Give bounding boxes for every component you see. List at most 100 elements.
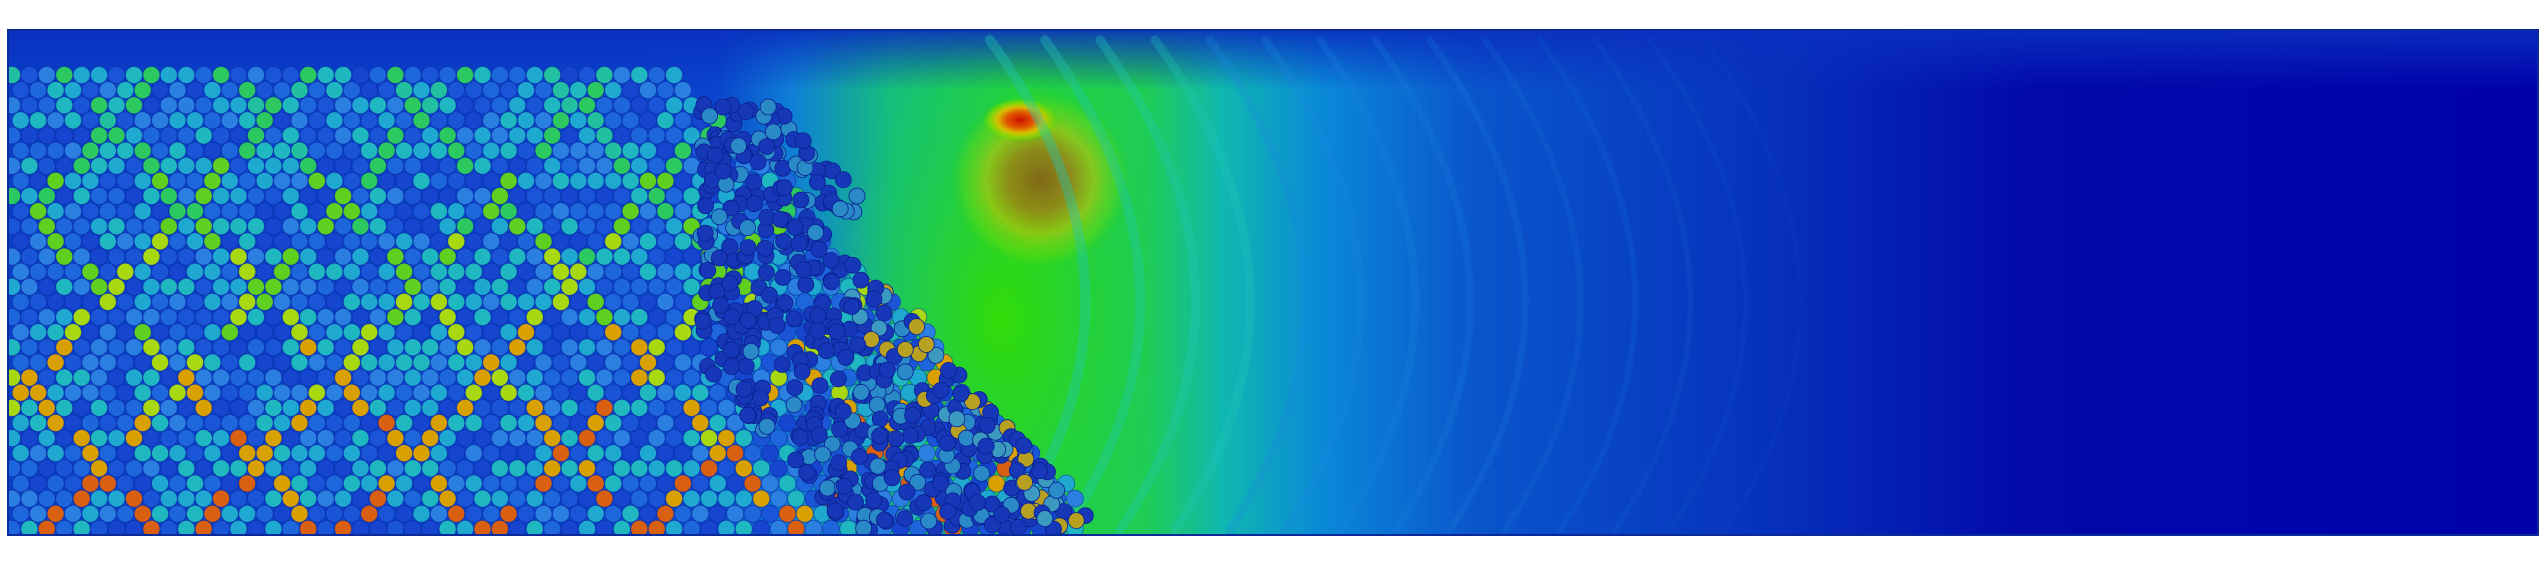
particle bbox=[107, 126, 126, 145]
particle bbox=[786, 219, 804, 236]
particle bbox=[712, 296, 729, 314]
particle bbox=[421, 368, 440, 387]
particle bbox=[499, 141, 518, 160]
particle bbox=[743, 474, 762, 493]
particle bbox=[898, 483, 916, 501]
particle bbox=[569, 504, 588, 523]
particle bbox=[508, 126, 527, 145]
particle bbox=[429, 323, 448, 342]
particle bbox=[403, 126, 422, 145]
particle bbox=[708, 414, 727, 432]
particle bbox=[46, 414, 65, 432]
particle bbox=[351, 338, 370, 357]
particle bbox=[238, 504, 257, 523]
particle bbox=[508, 459, 527, 478]
wave-arc bbox=[1592, 37, 1694, 533]
particle bbox=[107, 277, 126, 296]
particle bbox=[81, 353, 100, 372]
particle bbox=[125, 96, 143, 115]
particle bbox=[586, 353, 605, 372]
particle bbox=[517, 202, 535, 221]
particle bbox=[151, 111, 170, 130]
particle bbox=[604, 81, 623, 99]
particle bbox=[159, 217, 178, 236]
particle bbox=[940, 361, 957, 379]
particle bbox=[90, 520, 108, 535]
particle bbox=[255, 262, 274, 281]
particle bbox=[212, 247, 231, 266]
particle bbox=[186, 171, 204, 190]
particle bbox=[560, 187, 579, 205]
particle bbox=[98, 383, 117, 402]
particle bbox=[194, 308, 213, 327]
particle bbox=[656, 141, 675, 160]
particle bbox=[764, 123, 782, 141]
particle bbox=[46, 262, 65, 281]
particle bbox=[852, 271, 870, 289]
particle bbox=[737, 103, 755, 120]
particle bbox=[377, 81, 396, 99]
particle bbox=[20, 338, 39, 357]
particle bbox=[72, 520, 91, 535]
particle bbox=[81, 323, 100, 342]
particle bbox=[177, 96, 196, 115]
particle bbox=[613, 368, 631, 387]
particle bbox=[368, 277, 387, 296]
particle bbox=[203, 171, 222, 190]
particle bbox=[647, 338, 666, 357]
particle bbox=[578, 277, 596, 296]
particle bbox=[290, 353, 309, 372]
particle bbox=[674, 383, 692, 402]
particle bbox=[473, 66, 492, 84]
particle bbox=[37, 520, 56, 535]
particle bbox=[875, 304, 893, 322]
particle bbox=[543, 96, 562, 115]
particle bbox=[473, 398, 492, 417]
particle bbox=[778, 504, 797, 523]
particle bbox=[639, 171, 657, 190]
particle bbox=[569, 141, 588, 160]
particle bbox=[508, 66, 527, 84]
particle bbox=[186, 81, 204, 99]
particle bbox=[482, 141, 501, 160]
particle bbox=[307, 323, 326, 342]
particle bbox=[665, 217, 683, 236]
particle bbox=[793, 363, 811, 381]
particle bbox=[473, 429, 492, 448]
particle bbox=[177, 66, 196, 84]
particle bbox=[386, 398, 405, 417]
particle bbox=[168, 171, 187, 190]
particle bbox=[98, 171, 117, 190]
particle bbox=[804, 520, 823, 535]
particle bbox=[307, 504, 326, 523]
particle bbox=[630, 368, 649, 387]
particle bbox=[412, 262, 431, 281]
particle bbox=[81, 474, 100, 493]
particle bbox=[229, 96, 248, 115]
particle bbox=[125, 338, 143, 357]
particle bbox=[168, 414, 187, 432]
particle bbox=[334, 277, 353, 296]
particle bbox=[412, 232, 431, 251]
particle bbox=[264, 126, 283, 145]
particle bbox=[307, 81, 326, 99]
particle bbox=[8, 459, 21, 478]
particle bbox=[351, 247, 370, 266]
particle bbox=[116, 262, 135, 281]
particle bbox=[543, 126, 562, 145]
particle bbox=[142, 338, 161, 357]
particle bbox=[569, 474, 588, 493]
particle bbox=[569, 323, 588, 342]
particle bbox=[482, 262, 501, 281]
particle bbox=[543, 338, 562, 357]
particle bbox=[194, 247, 213, 266]
particle bbox=[700, 429, 718, 448]
particle bbox=[647, 187, 666, 205]
particle bbox=[708, 383, 727, 402]
particle bbox=[560, 247, 579, 266]
particle bbox=[438, 247, 457, 266]
particle bbox=[299, 217, 318, 236]
particle bbox=[604, 171, 623, 190]
particle bbox=[464, 262, 483, 281]
particle bbox=[186, 111, 204, 130]
